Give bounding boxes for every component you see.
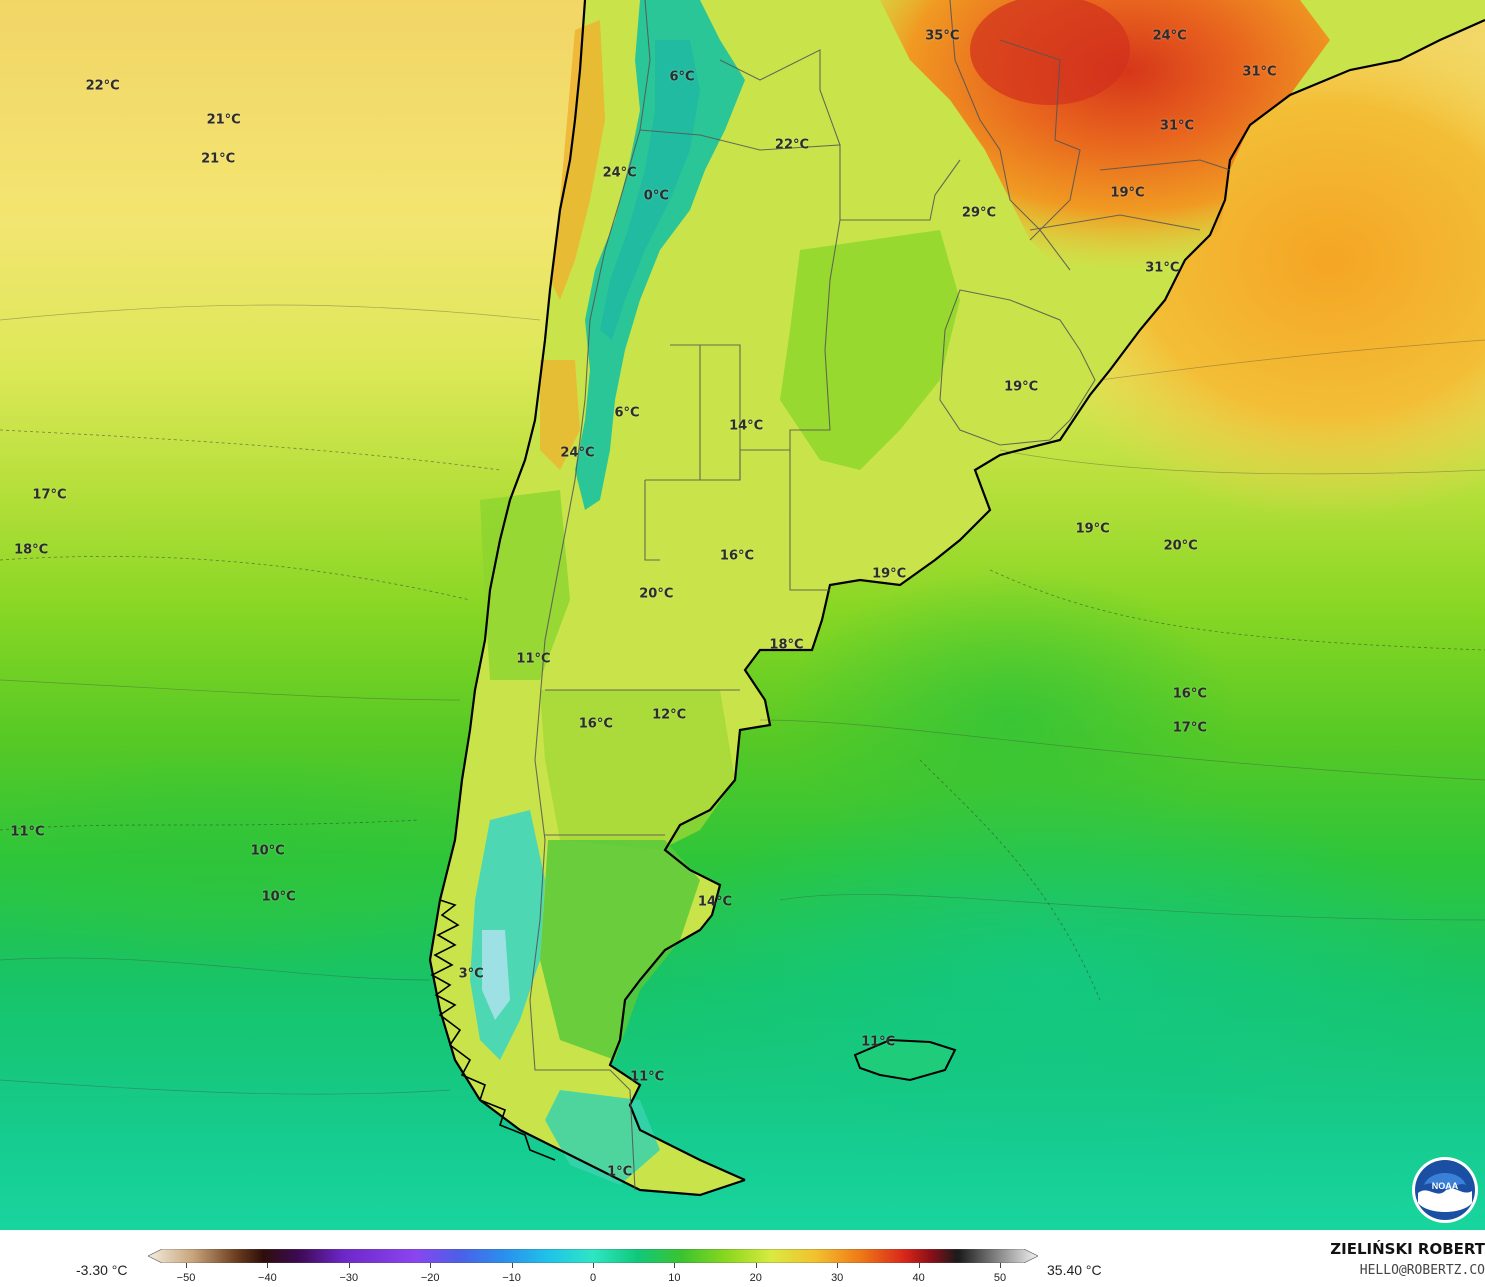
temperature-label: 21°C — [207, 113, 241, 128]
colorbar-tick-label: −20 — [421, 1272, 440, 1284]
colorbar — [148, 1249, 1038, 1263]
colorbar-tick-label: 10 — [668, 1272, 680, 1284]
temperature-label: 31°C — [1242, 64, 1276, 79]
colorbar-tick-label: 0 — [590, 1272, 596, 1284]
temperature-label: 18°C — [14, 543, 48, 558]
temperature-label: 6°C — [669, 70, 694, 85]
temperature-label: 11°C — [630, 1069, 664, 1084]
temperature-label: 1°C — [607, 1164, 632, 1179]
temperature-label: 35°C — [925, 28, 959, 43]
temperature-label: 29°C — [962, 205, 996, 220]
colorbar-tick-label: −10 — [502, 1272, 521, 1284]
temperature-label: 12°C — [652, 707, 686, 722]
temperature-label: 11°C — [861, 1035, 895, 1050]
colorbar-tick-mark — [919, 1263, 920, 1268]
colorbar-tick-label: −50 — [177, 1272, 196, 1284]
temperature-label: 11°C — [10, 824, 44, 839]
temperature-label: 3°C — [459, 967, 484, 982]
colorbar-scale — [148, 1249, 1038, 1263]
temperature-label: 31°C — [1160, 118, 1194, 133]
legend-max-value: 35.40 °C — [1047, 1262, 1102, 1278]
temperature-label: 24°C — [560, 446, 594, 461]
temperature-label: 18°C — [769, 638, 803, 653]
temperature-label: 10°C — [251, 844, 285, 859]
temperature-label: 0°C — [644, 189, 669, 204]
colorbar-tick-mark — [837, 1263, 838, 1268]
temperature-label: 20°C — [639, 587, 673, 602]
temperature-label: 11°C — [516, 652, 550, 667]
noaa-logo: NOAA — [1410, 1155, 1480, 1225]
temperature-label: 19°C — [1076, 522, 1110, 537]
temperature-label: 16°C — [720, 548, 754, 563]
colorbar-tick-mark — [430, 1263, 431, 1268]
temperature-label: 17°C — [1173, 721, 1207, 736]
temperature-label: 16°C — [579, 717, 613, 732]
colorbar-tick-label: 30 — [831, 1272, 843, 1284]
colorbar-tick-mark — [186, 1263, 187, 1268]
temperature-label: 21°C — [201, 151, 235, 166]
temperature-label: 17°C — [32, 487, 66, 502]
colorbar-tick-label: 40 — [912, 1272, 924, 1284]
colorbar-tick-label: 20 — [750, 1272, 762, 1284]
colorbar-tick-mark — [674, 1263, 675, 1268]
map-canvas — [0, 0, 1485, 1230]
temperature-label: 24°C — [603, 165, 637, 180]
legend-footer: -3.30 °C −50 −40 −30 −20 −10 0 10 20 30 40 50 35.4… — [0, 1230, 1485, 1287]
colorbar-tick-mark — [512, 1263, 513, 1268]
author-email[interactable]: HELLO@ROBERTZ.CO — [1360, 1263, 1485, 1278]
temperature-label: 24°C — [1153, 28, 1187, 43]
temperature-label: 10°C — [262, 889, 296, 904]
legend-min-value: -3.30 °C — [76, 1262, 128, 1278]
temperature-label: 22°C — [775, 138, 809, 153]
colorbar-tick-mark — [593, 1263, 594, 1268]
temperature-label: 14°C — [698, 895, 732, 910]
colorbar-tick-label: −30 — [339, 1272, 358, 1284]
colorbar-tick-mark — [267, 1263, 268, 1268]
temperature-label: 19°C — [1004, 379, 1038, 394]
colorbar-tick-mark — [349, 1263, 350, 1268]
temperature-map[interactable]: 22°C 21°C 21°C 6°C 24°C 0°C 22°C 35°C 24°C 31°C 31… — [0, 0, 1485, 1230]
colorbar-tick-mark — [756, 1263, 757, 1268]
temperature-label: 22°C — [86, 78, 120, 93]
cool-zone-south — [630, 780, 1470, 1180]
temperature-label: 19°C — [1110, 186, 1144, 201]
colorbar-tick-label: −40 — [258, 1272, 277, 1284]
colorbar-tick-mark — [1000, 1263, 1001, 1268]
temperature-label: 16°C — [1173, 686, 1207, 701]
temperature-label: 20°C — [1164, 538, 1198, 553]
temperature-label: 14°C — [729, 418, 763, 433]
temperature-label: 6°C — [614, 406, 639, 421]
hot-core — [970, 0, 1130, 105]
temperature-label: 31°C — [1145, 261, 1179, 276]
temperature-label: 19°C — [872, 566, 906, 581]
colorbar-tick-label: 50 — [994, 1272, 1006, 1284]
svg-text:NOAA: NOAA — [1432, 1181, 1459, 1191]
author-name: ZIELIŃSKI ROBERT — [1330, 1240, 1485, 1258]
